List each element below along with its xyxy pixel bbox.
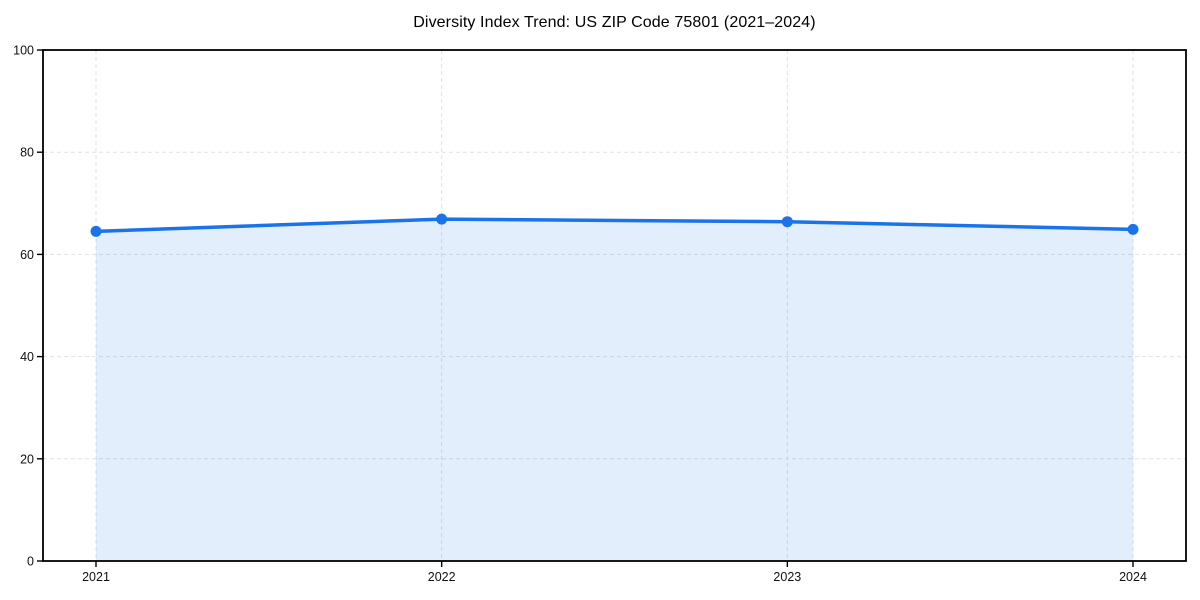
x-tick-label: 2023 (773, 570, 801, 584)
y-tick-label: 60 (20, 248, 34, 262)
data-point (1127, 223, 1139, 235)
data-point (436, 213, 448, 225)
plot-border (42, 49, 1187, 562)
gridlines (43, 50, 1186, 561)
x-tick-label: 2021 (82, 570, 110, 584)
x-tick-label: 2024 (1119, 570, 1147, 584)
data-point (781, 216, 793, 228)
y-tick-label: 0 (27, 555, 34, 569)
y-tick-label: 80 (20, 146, 34, 160)
x-tick-label: 2022 (428, 570, 456, 584)
area-fill (96, 219, 1133, 562)
y-tick-label: 100 (13, 44, 34, 58)
chart-title: Diversity Index Trend: US ZIP Code 75801… (413, 14, 816, 31)
y-tick-label: 40 (20, 350, 34, 364)
trend-line (94, 217, 1135, 234)
data-point (90, 225, 102, 237)
axis-ticks (37, 49, 1134, 567)
tick-labels: 0 20 40 60 80 100 2021 2022 2023 2024 (13, 44, 1147, 585)
data-markers (90, 213, 1139, 237)
y-tick-label: 20 (20, 452, 34, 466)
